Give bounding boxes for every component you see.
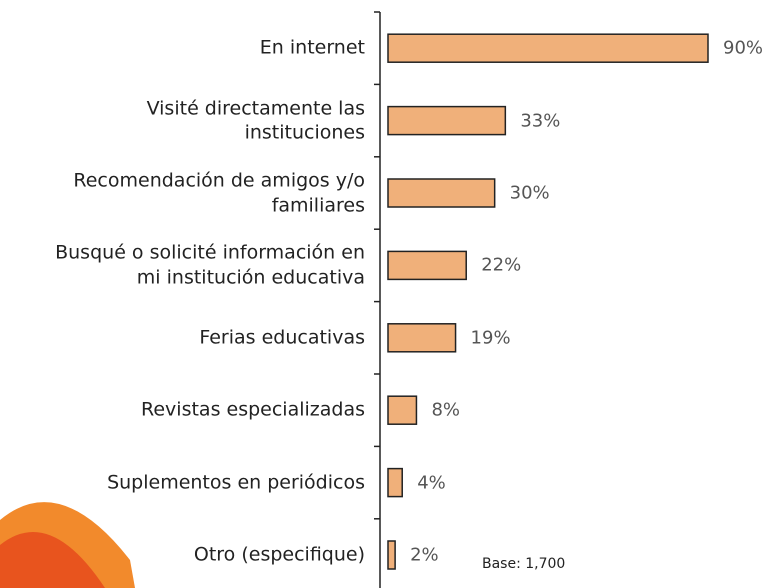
bar	[387, 33, 709, 63]
bar	[387, 323, 457, 353]
category-label: Ferias educativas	[199, 326, 365, 349]
category-label: Revistas especializadas	[141, 398, 365, 421]
bar	[387, 250, 467, 281]
value-label: 30%	[509, 182, 550, 204]
value-label: 33%	[520, 110, 561, 132]
category-label: Suplementos en periódicos	[107, 471, 365, 494]
bar	[387, 467, 403, 498]
category-label: Recomendación de amigos y/o familiares	[73, 169, 365, 216]
bar	[387, 105, 507, 136]
value-label: 19%	[470, 327, 511, 349]
category-label: Visité directamente las instituciones	[146, 96, 365, 144]
bar	[387, 395, 418, 425]
bar	[387, 540, 396, 570]
value-label: 90%	[723, 37, 764, 59]
category-label: Otro (especifique)	[193, 543, 365, 566]
value-label: 4%	[417, 472, 446, 494]
category-label: Busqué o solicité información en mi inst…	[55, 241, 365, 289]
base-note: Base: 1,700	[482, 556, 566, 572]
decoration-swirl	[0, 531, 105, 588]
value-label: 2%	[410, 544, 439, 566]
bar	[387, 178, 496, 208]
value-label: 8%	[431, 399, 460, 421]
value-label: 22%	[481, 254, 522, 276]
category-label: En internet	[259, 36, 365, 59]
